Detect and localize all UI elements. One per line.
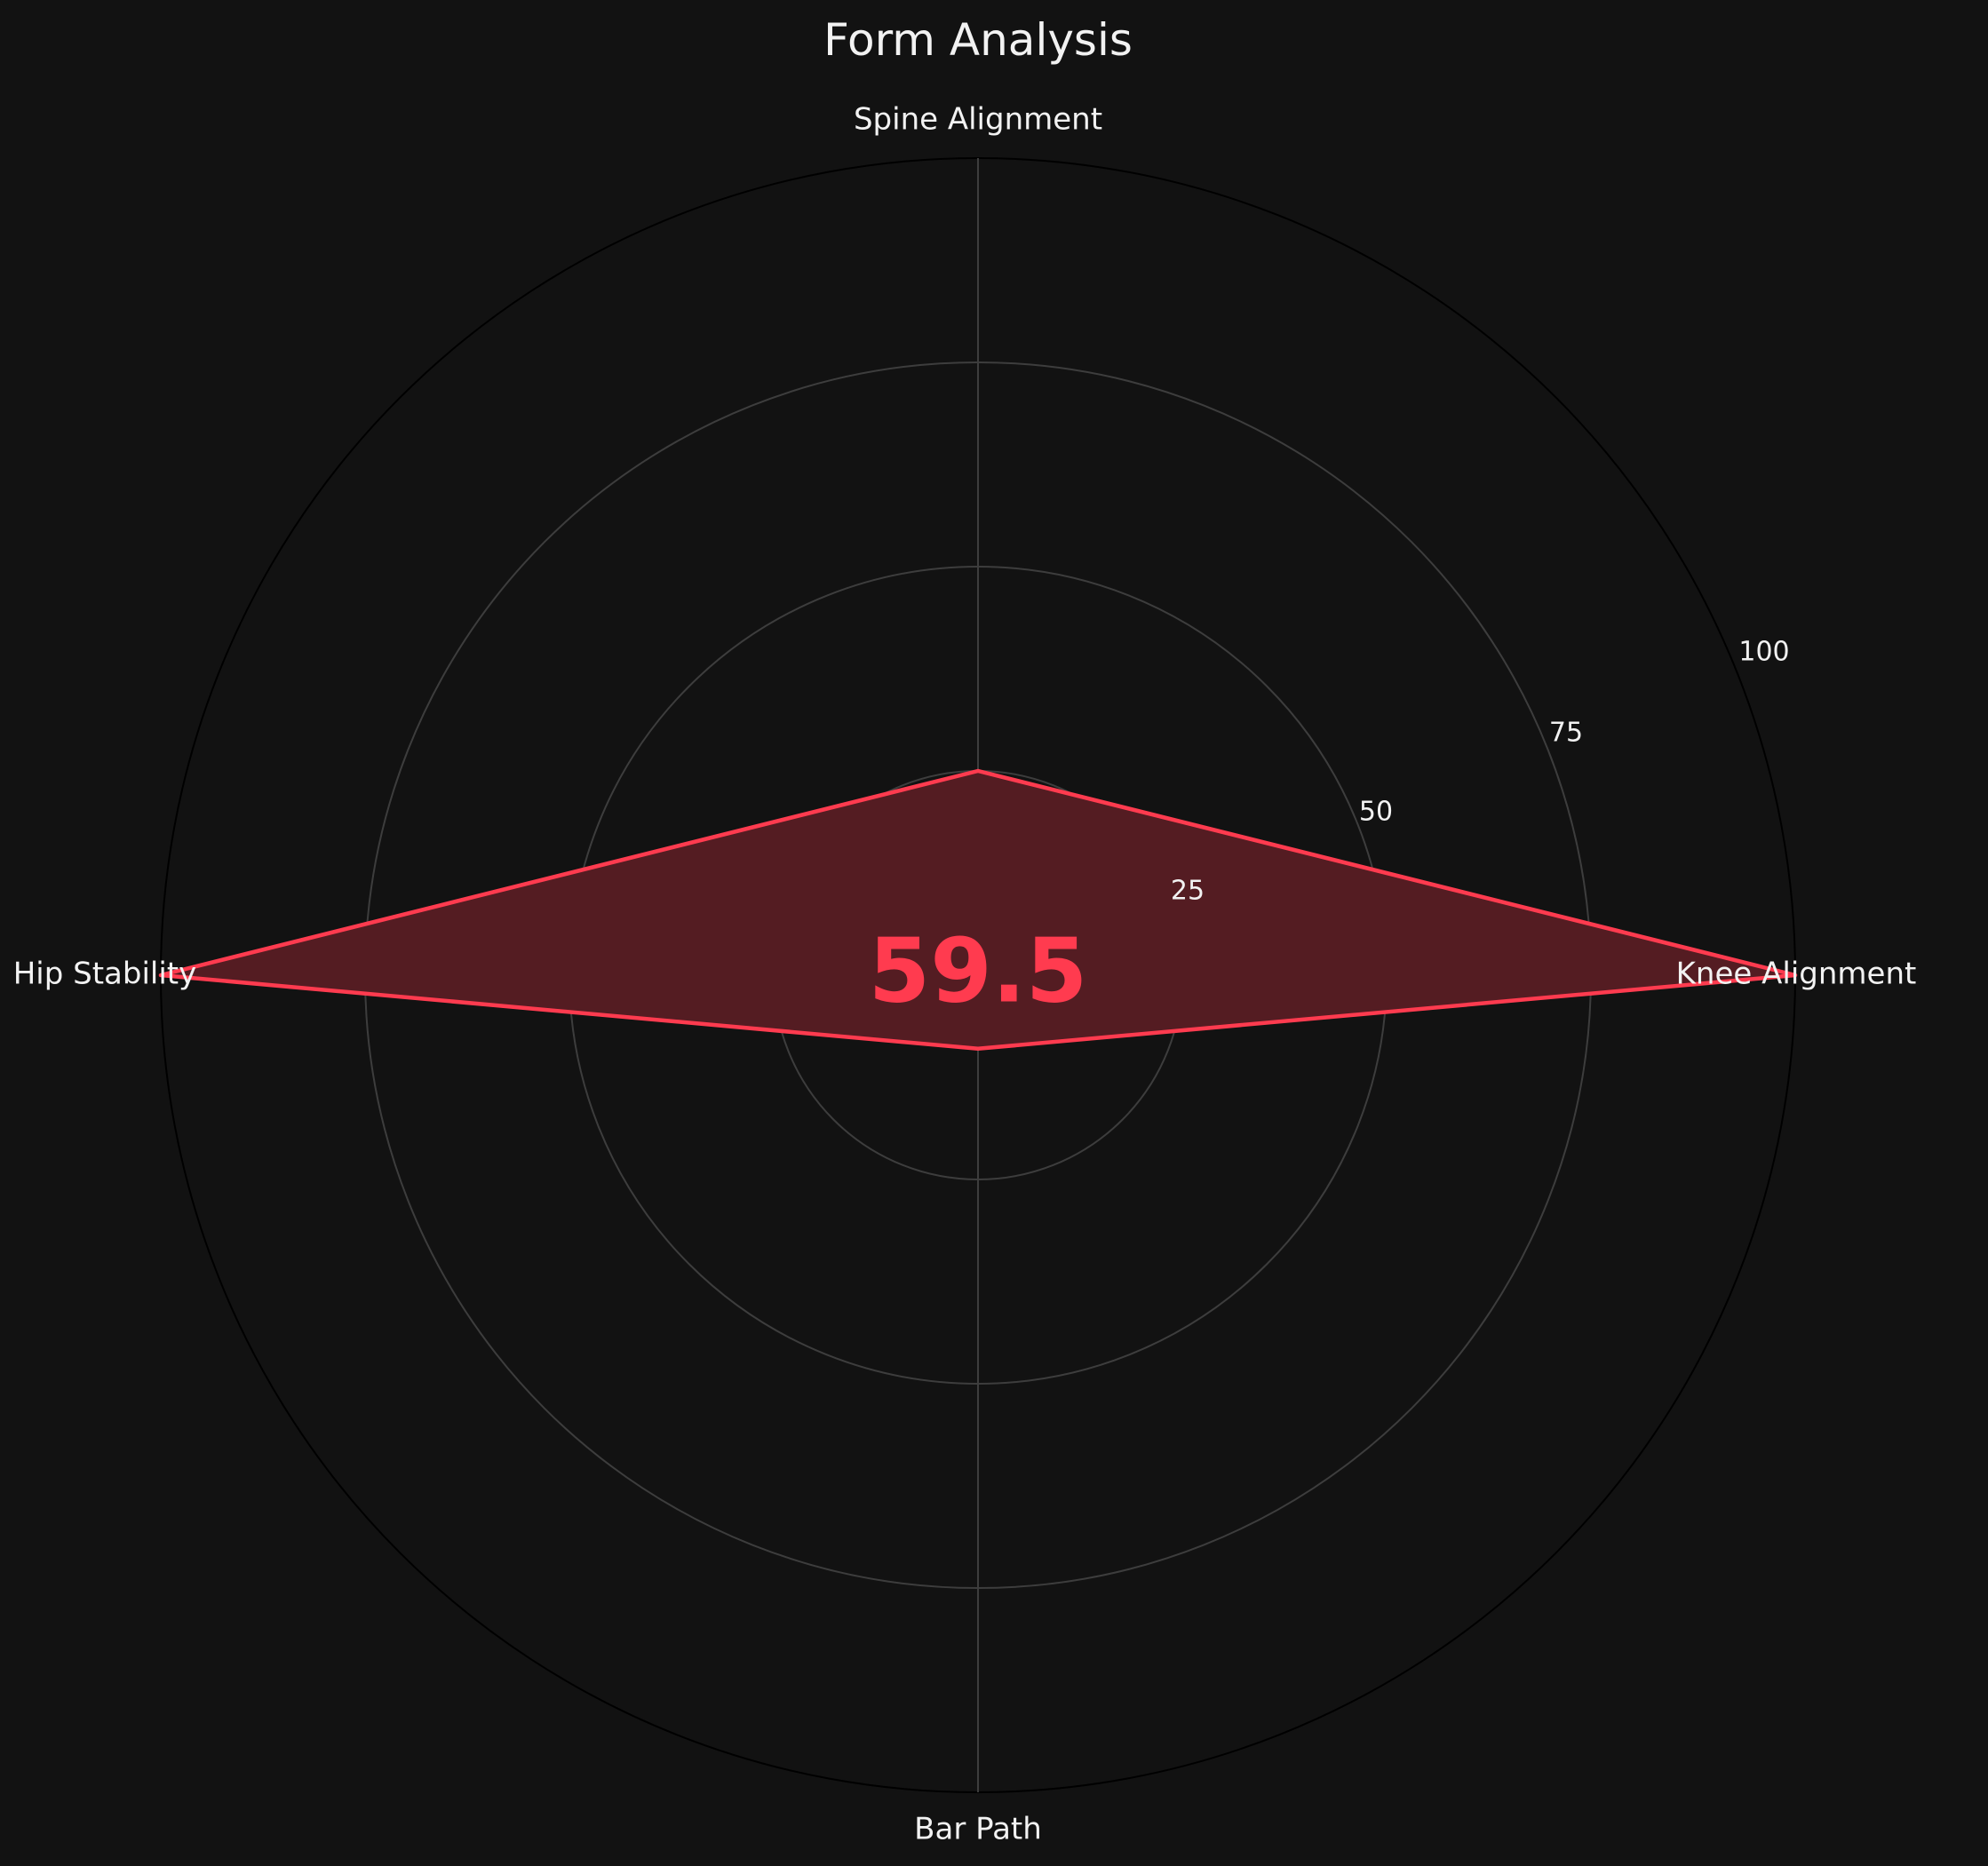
axis-label-spine-alignment: Spine Alignment xyxy=(854,102,1102,138)
axis-label-bar-path: Bar Path xyxy=(914,1812,1042,1847)
axis-label-hip-stability: Hip Stability xyxy=(13,957,197,992)
axis-labels: Knee Alignment Spine Alignment Hip Stabi… xyxy=(13,102,1917,1847)
tick-label-25: 25 xyxy=(1171,876,1205,907)
tick-label-50: 50 xyxy=(1359,797,1393,828)
radial-tick-labels: 25 50 75 100 xyxy=(1171,637,1790,907)
tick-label-75: 75 xyxy=(1549,718,1583,749)
overall-score: 59.5 xyxy=(869,918,1088,1022)
tick-label-100: 100 xyxy=(1738,637,1789,668)
series-area xyxy=(158,768,1798,1052)
axis-label-knee-alignment: Knee Alignment xyxy=(1676,957,1917,992)
chart-title: Form Analysis xyxy=(823,14,1133,66)
